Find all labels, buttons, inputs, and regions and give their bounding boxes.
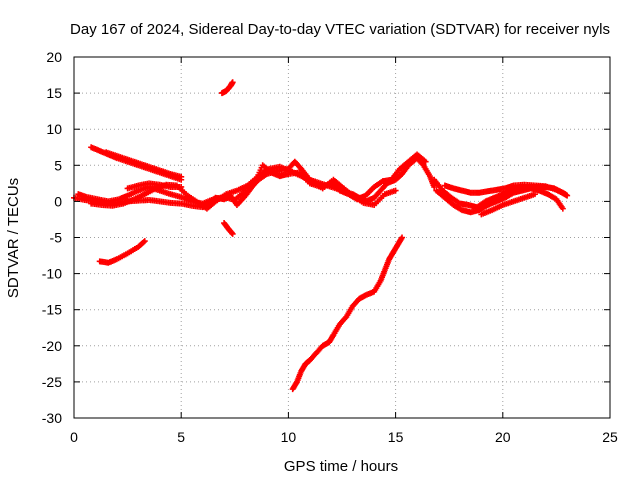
y-tick-label: -25 <box>42 374 62 390</box>
y-tick-label: 0 <box>54 193 62 209</box>
axis-ticks: 0 5 10 15 20 25 -30 -25 -20 -15 -10 -5 0 5 10 15 20 <box>42 49 618 445</box>
x-tick-label: 15 <box>388 429 404 445</box>
data-point <box>392 187 399 194</box>
data-point <box>178 173 185 180</box>
data-point <box>559 205 566 212</box>
grid-lines <box>74 57 610 418</box>
data-point <box>422 158 429 165</box>
x-tick-label: 0 <box>70 429 78 445</box>
chart-title: Day 167 of 2024, Sidereal Day-to-day VTE… <box>70 21 610 38</box>
y-tick-label: -20 <box>42 338 62 354</box>
series-trace-late-4 <box>478 191 538 218</box>
y-tick-label: 20 <box>46 49 62 65</box>
data-point <box>141 238 148 245</box>
y-tick-label: -15 <box>42 302 62 318</box>
x-tick-label: 10 <box>281 429 297 445</box>
series-trace-main-4 <box>124 180 185 192</box>
data-point <box>229 79 236 86</box>
data-point <box>561 191 568 198</box>
series-trace-steep-rise <box>289 234 406 393</box>
x-tick-label: 25 <box>602 429 618 445</box>
x-tick-label: 5 <box>177 429 185 445</box>
data-point <box>431 183 438 190</box>
data-point <box>140 239 147 246</box>
data-point <box>229 230 236 237</box>
data-point <box>531 191 538 198</box>
series-trace-late-3 <box>441 181 568 198</box>
series-trace-descending-2 <box>103 149 185 180</box>
y-tick-label: 5 <box>54 157 62 173</box>
data-point <box>178 183 185 190</box>
series-trace-neg-early <box>96 238 148 266</box>
y-axis-label: SDTVAR / TECUs <box>5 178 22 298</box>
series-trace-short-high <box>218 79 236 97</box>
data-points <box>71 79 571 393</box>
y-tick-label: -30 <box>42 410 62 426</box>
x-tick-label: 20 <box>495 429 511 445</box>
y-tick-label: -5 <box>50 230 63 246</box>
y-tick-label: -10 <box>42 266 62 282</box>
series-trace-short-low <box>221 220 236 237</box>
x-axis-label: GPS time / hours <box>284 458 398 475</box>
data-point <box>399 234 406 241</box>
y-tick-label: 10 <box>46 121 62 137</box>
series-trace-main-3 <box>88 163 399 212</box>
y-tick-label: 15 <box>46 85 62 101</box>
